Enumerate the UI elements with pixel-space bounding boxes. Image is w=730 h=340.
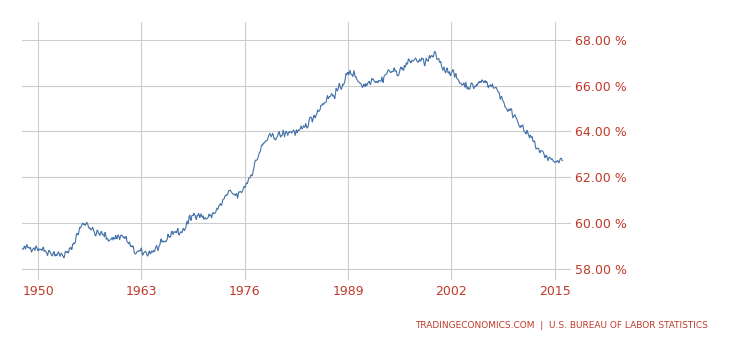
Text: TRADINGECONOMICS.COM  |  U.S. BUREAU OF LABOR STATISTICS: TRADINGECONOMICS.COM | U.S. BUREAU OF LA… xyxy=(415,321,708,330)
